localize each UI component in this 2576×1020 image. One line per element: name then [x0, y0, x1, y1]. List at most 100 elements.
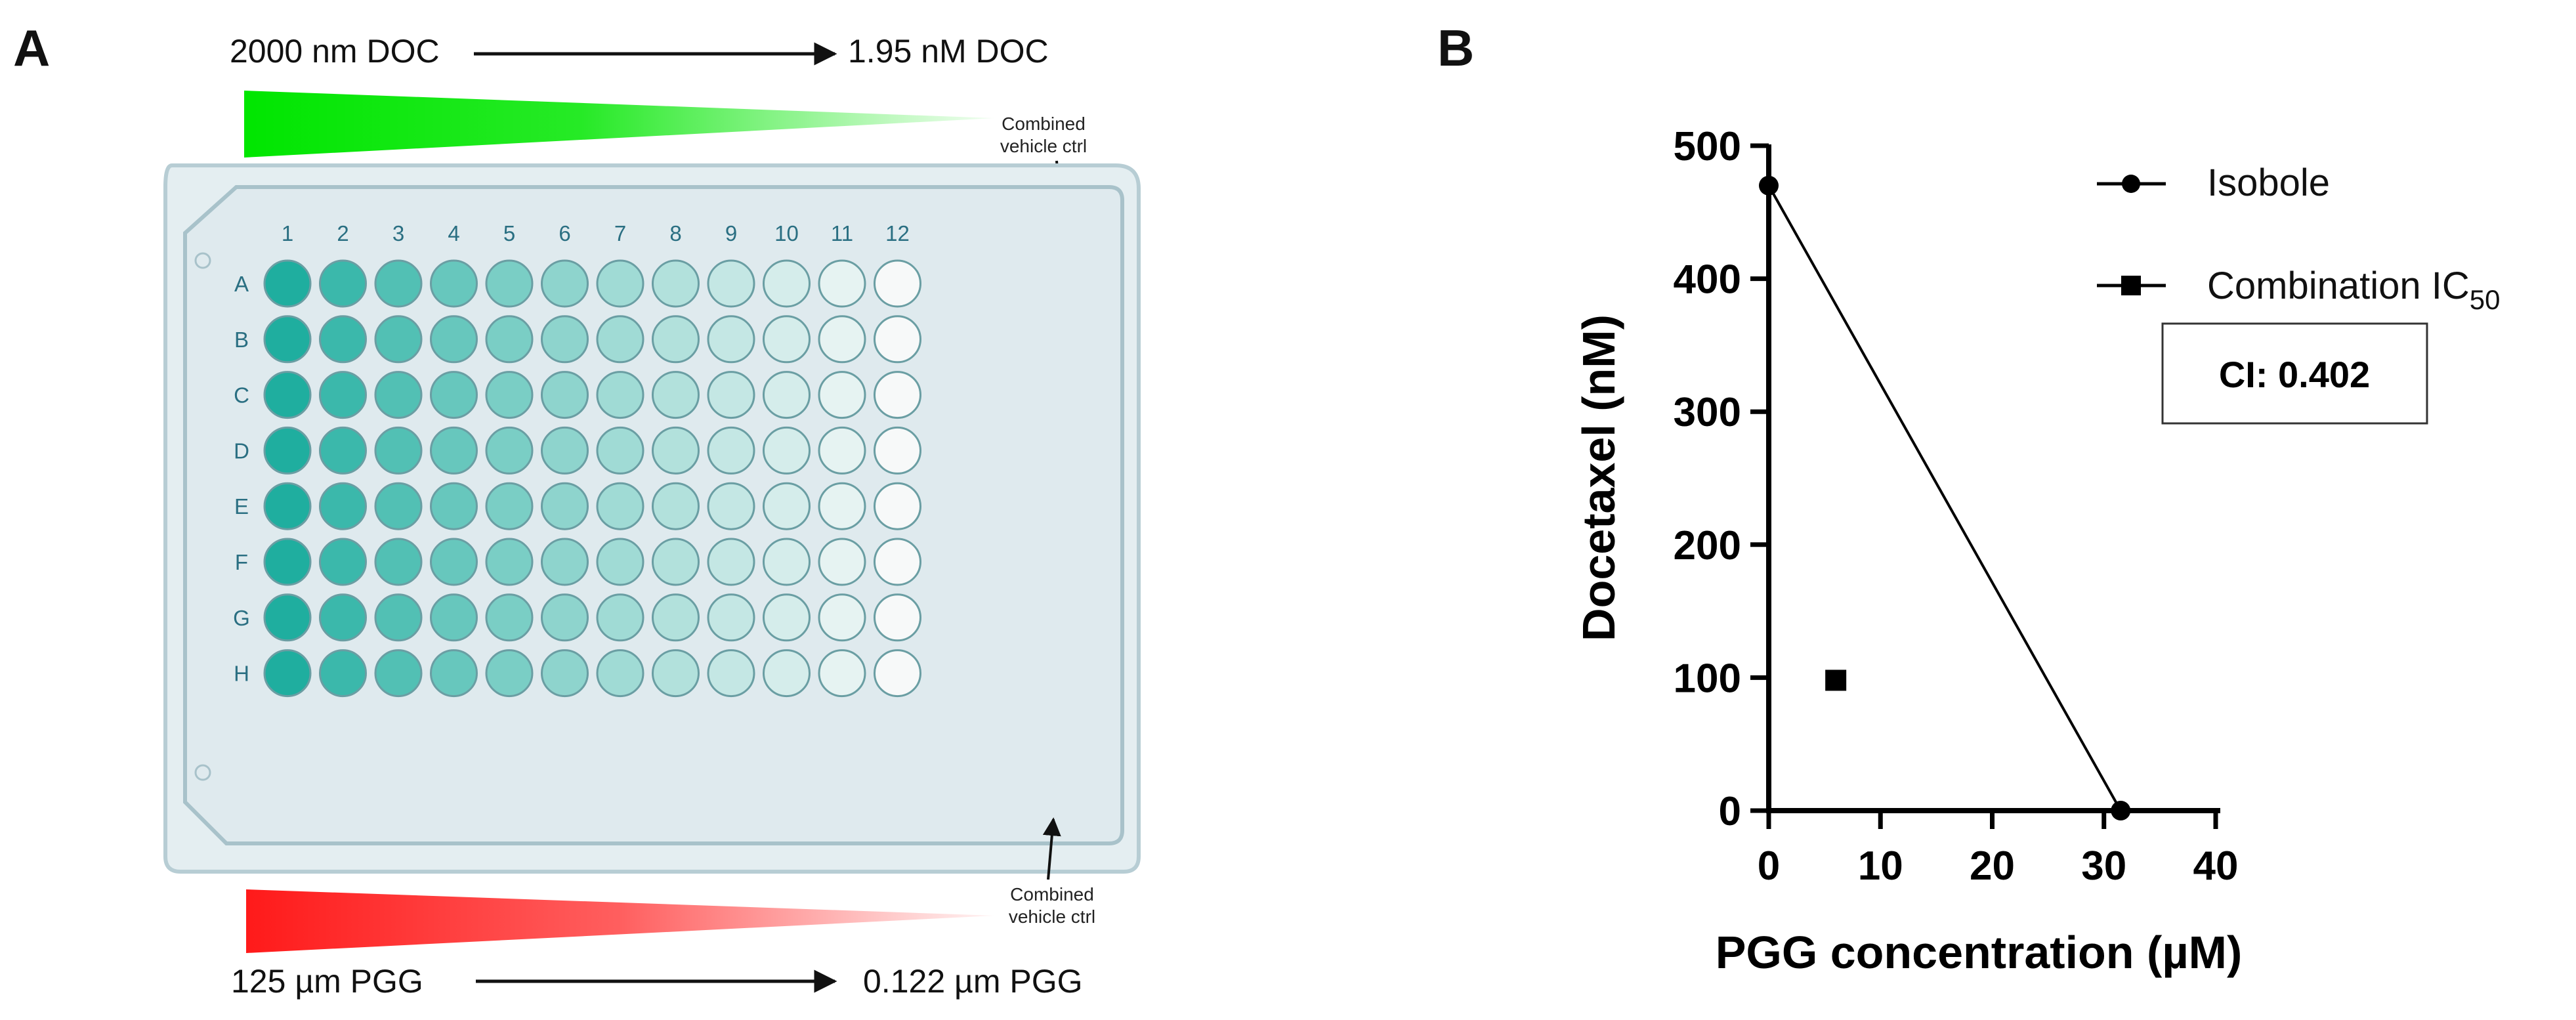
well-A6 — [541, 259, 589, 308]
well-F1 — [263, 538, 312, 586]
y-tick-label-500: 500 — [1674, 124, 1741, 169]
y-tick-label-300: 300 — [1674, 390, 1741, 435]
y-tick-label-0: 0 — [1719, 789, 1741, 834]
well-B10 — [763, 315, 811, 364]
series-0-point-0 — [1759, 175, 1779, 196]
plate-row-label-A: A — [234, 272, 249, 296]
well-H1 — [263, 649, 312, 698]
well-H12 — [874, 649, 921, 698]
well-C6 — [541, 371, 589, 419]
panel-b: B 0 100 200 300 400 500 0 10 20 30 40 Docetaxel (… — [1437, 19, 2500, 978]
plate-column-label-5: 5 — [503, 221, 515, 245]
well-G9 — [707, 593, 755, 642]
well-G6 — [541, 593, 589, 642]
well-F6 — [541, 538, 589, 586]
chart-series — [1759, 175, 2131, 820]
y-axis-title: Docetaxel (nM) — [1573, 314, 1624, 641]
well-C7 — [596, 371, 644, 419]
plate-column-labels: 1 2 3 4 5 6 7 8 9 10 11 12 — [282, 221, 910, 245]
pgg-low-label: 0.122 µm PGG — [863, 963, 1083, 1000]
well-H2 — [319, 649, 367, 698]
well-F4 — [430, 538, 478, 586]
plate-column-label-7: 7 — [614, 221, 626, 245]
y-axis-ticks: 0 100 200 300 400 500 — [1674, 124, 1769, 834]
well-D2 — [319, 426, 367, 475]
plate-wells — [263, 259, 921, 698]
well-F11 — [818, 538, 866, 586]
well-D12 — [874, 426, 921, 475]
well-D8 — [652, 426, 700, 475]
vehicle-ctrl-top-line1: Combined — [1002, 114, 1086, 134]
series-0-point-1 — [2111, 801, 2131, 820]
vehicle-ctrl-bottom-line1: Combined — [1010, 884, 1094, 904]
well-D7 — [596, 426, 644, 475]
well-F8 — [652, 538, 700, 586]
plate-row-label-D: D — [234, 438, 249, 463]
y-tick-label-400: 400 — [1674, 257, 1741, 303]
doc-low-label: 1.95 nM DOC — [848, 33, 1049, 70]
well-H10 — [763, 649, 811, 698]
well-E1 — [263, 482, 312, 530]
plate-column-label-4: 4 — [448, 221, 459, 245]
x-tick-label-30: 30 — [2081, 843, 2126, 889]
plate-column-label-1: 1 — [282, 221, 293, 245]
chart-legend: Isobole Combination IC50 — [2097, 161, 2500, 315]
plate-column-label-9: 9 — [725, 221, 737, 245]
panel-a-label: A — [13, 19, 50, 77]
well-G3 — [374, 593, 423, 642]
well-B12 — [874, 315, 921, 364]
legend-isobole-label: Isobole — [2207, 161, 2330, 204]
well-B6 — [541, 315, 589, 364]
well-D10 — [763, 426, 811, 475]
vehicle-ctrl-bottom-arrow — [1042, 817, 1061, 880]
well-C3 — [374, 371, 423, 419]
well-H6 — [541, 649, 589, 698]
ci-box — [2161, 322, 2428, 425]
well-A12 — [874, 259, 921, 308]
plate-row-label-B: B — [234, 328, 249, 352]
well-F5 — [485, 538, 534, 586]
well-H7 — [596, 649, 644, 698]
well-F2 — [319, 538, 367, 586]
well-B3 — [374, 315, 423, 364]
legend-combination-label-sub: 50 — [2470, 284, 2501, 315]
well-F10 — [763, 538, 811, 586]
well-A7 — [596, 259, 644, 308]
well-H8 — [652, 649, 700, 698]
well-B9 — [707, 315, 755, 364]
well-B1 — [263, 315, 312, 364]
well-B4 — [430, 315, 478, 364]
well-H9 — [707, 649, 755, 698]
x-axis-ticks: 0 10 20 30 40 — [1758, 811, 2239, 889]
well-G7 — [596, 593, 644, 642]
legend-combination-marker — [2121, 276, 2141, 295]
well-C11 — [818, 371, 866, 419]
ci-value-label: CI: 0.402 — [2219, 354, 2370, 395]
well-A11 — [818, 259, 866, 308]
well-G10 — [763, 593, 811, 642]
isobologram-chart: 0 100 200 300 400 500 0 10 20 30 40 Docetaxel (nM… — [1573, 124, 2242, 978]
well-A5 — [485, 259, 534, 308]
plate-row-label-G: G — [233, 606, 250, 630]
plate-column-label-11: 11 — [831, 221, 853, 245]
plate-row-label-E: E — [234, 494, 249, 519]
well-H4 — [430, 649, 478, 698]
x-tick-label-20: 20 — [1970, 843, 2015, 889]
well-G8 — [652, 593, 700, 642]
well-E10 — [763, 482, 811, 530]
panel-a: A 2000 nm DOC 1.95 nM DOC Combined vehic… — [13, 19, 1141, 1000]
plate-column-label-8: 8 — [669, 221, 681, 245]
plate-row-label-H: H — [234, 662, 249, 686]
well-A10 — [763, 259, 811, 308]
x-tick-label-40: 40 — [2193, 843, 2239, 889]
well-C9 — [707, 371, 755, 419]
series-1-point-0 — [1825, 669, 1847, 691]
well-E3 — [374, 482, 423, 530]
plate-column-label-10: 10 — [774, 221, 799, 245]
series-0-line — [1767, 184, 2122, 811]
well-D4 — [430, 426, 478, 475]
plate-corner-mark-top — [194, 252, 211, 269]
well-H5 — [485, 649, 534, 698]
well-C1 — [263, 371, 312, 419]
